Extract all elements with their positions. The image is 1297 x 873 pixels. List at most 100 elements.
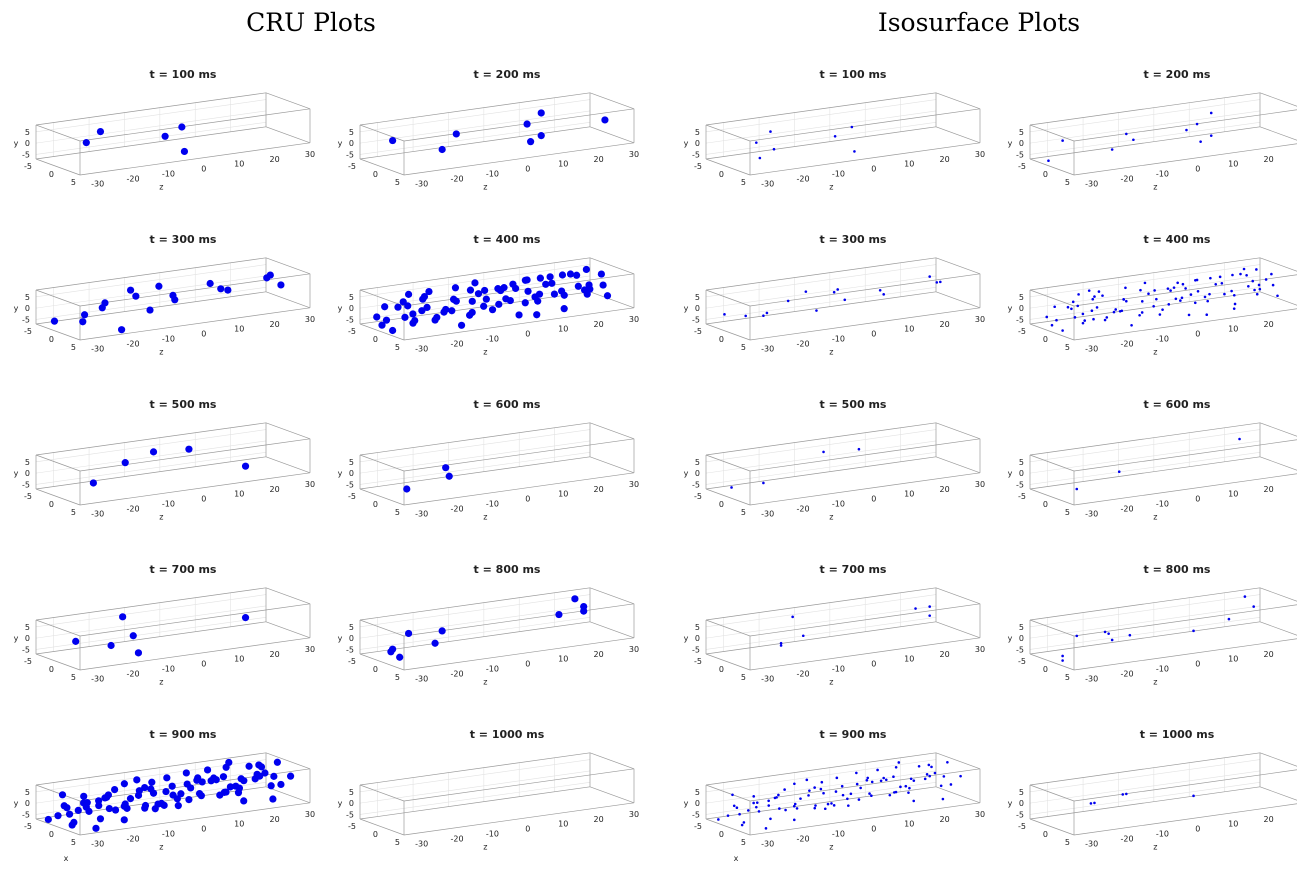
data-point: [148, 778, 156, 786]
data-point: [764, 827, 768, 830]
data-point: [389, 136, 397, 145]
heading-isosurface-plots: Isosurface Plots: [877, 8, 1081, 37]
box-edge: [359, 158, 405, 176]
z-tick-label: 20: [594, 155, 604, 164]
box-edge: [403, 472, 635, 506]
data-point: [147, 785, 155, 793]
data-point: [1061, 329, 1064, 332]
z-tick-label: -10: [486, 665, 499, 674]
data-point: [224, 286, 232, 294]
grid-line: [359, 616, 591, 650]
grid-line: [1029, 759, 1261, 793]
data-point: [1195, 122, 1199, 126]
data-point: [134, 791, 143, 799]
data-point: [161, 132, 169, 140]
z-tick-label: 0: [1195, 165, 1200, 174]
y-axis-label: y: [684, 469, 689, 478]
data-point: [1239, 272, 1242, 276]
x-tick-label: 5: [741, 343, 746, 352]
data-point: [270, 772, 278, 780]
data-point: [217, 285, 225, 293]
y-axis-label: y: [1008, 799, 1013, 808]
y-axis-label: y: [338, 799, 343, 808]
data-point: [471, 279, 479, 287]
data-point: [466, 311, 474, 319]
data-point: [466, 286, 475, 294]
z-tick-label: 30: [305, 645, 315, 654]
grid-line: [35, 264, 267, 298]
box-edge: [35, 619, 81, 637]
z-tick-label: 0: [525, 330, 530, 339]
y-tick-label: 0: [695, 634, 700, 643]
box-edge: [1073, 143, 1297, 176]
y-tick-label: 0: [25, 469, 30, 478]
data-point: [1245, 273, 1248, 277]
box-edge: [35, 92, 267, 126]
z-tick-label: -20: [127, 670, 140, 679]
y-tick-label: 0: [349, 304, 354, 313]
z-tick-label: 20: [594, 485, 604, 494]
y-axis-label: y: [1008, 634, 1013, 643]
data-point: [240, 797, 248, 805]
grid-line: [359, 451, 591, 485]
z-tick-label: -20: [127, 835, 140, 844]
y-tick-label: -5: [692, 645, 700, 654]
data-point: [394, 303, 402, 311]
data-point: [1125, 132, 1128, 136]
z-tick-label: -10: [832, 170, 845, 179]
data-point: [542, 280, 550, 288]
data-point: [959, 774, 962, 778]
box-edge: [589, 786, 635, 804]
x-tick-label: 5: [71, 343, 76, 352]
z-axis-label: z: [483, 348, 487, 357]
box-edge: [265, 126, 311, 144]
data-point: [582, 265, 590, 274]
data-point: [855, 782, 859, 786]
data-point: [496, 286, 505, 295]
y-tick-label: 0: [1019, 139, 1024, 148]
box-edge: [589, 456, 635, 474]
box-edge: [359, 323, 405, 341]
z-tick-label: 0: [871, 495, 876, 504]
grid-line: [35, 440, 267, 474]
data-point: [807, 794, 810, 797]
data-point: [241, 462, 250, 470]
x-tick-label: -5: [348, 162, 356, 171]
data-point: [841, 793, 845, 797]
data-point: [742, 821, 746, 824]
data-point: [409, 319, 417, 327]
z-axis-label: z: [483, 513, 487, 522]
data-point: [1232, 307, 1236, 310]
z-tick-label: -10: [486, 335, 499, 344]
box-edge: [403, 438, 635, 472]
x-tick-label: 5: [395, 343, 400, 352]
data-point: [1209, 276, 1212, 280]
data-point: [1270, 272, 1273, 276]
data-point: [1271, 283, 1275, 287]
z-tick-label: 0: [871, 165, 876, 174]
data-point: [1206, 299, 1209, 303]
z-tick-label: 0: [1195, 330, 1200, 339]
grid-line: [705, 110, 937, 144]
data-point: [865, 779, 869, 782]
panel-title: t = 800 ms: [474, 563, 541, 576]
box-edge: [359, 488, 405, 506]
data-point: [1138, 313, 1141, 317]
data-point: [1153, 289, 1156, 292]
data-point: [133, 776, 141, 784]
y-tick-label: -5: [692, 480, 700, 489]
z-axis-label: z: [483, 843, 487, 852]
data-point: [245, 762, 253, 770]
data-point: [1130, 323, 1133, 327]
data-point: [1209, 111, 1213, 115]
box-edge: [749, 802, 981, 836]
z-tick-label: -30: [91, 180, 104, 189]
y-tick-label: 0: [349, 634, 354, 643]
data-point: [805, 778, 809, 782]
data-point: [870, 794, 873, 797]
box-edge: [1073, 274, 1297, 307]
x-tick-label: -5: [1018, 162, 1026, 171]
z-axis-label: z: [159, 183, 163, 192]
